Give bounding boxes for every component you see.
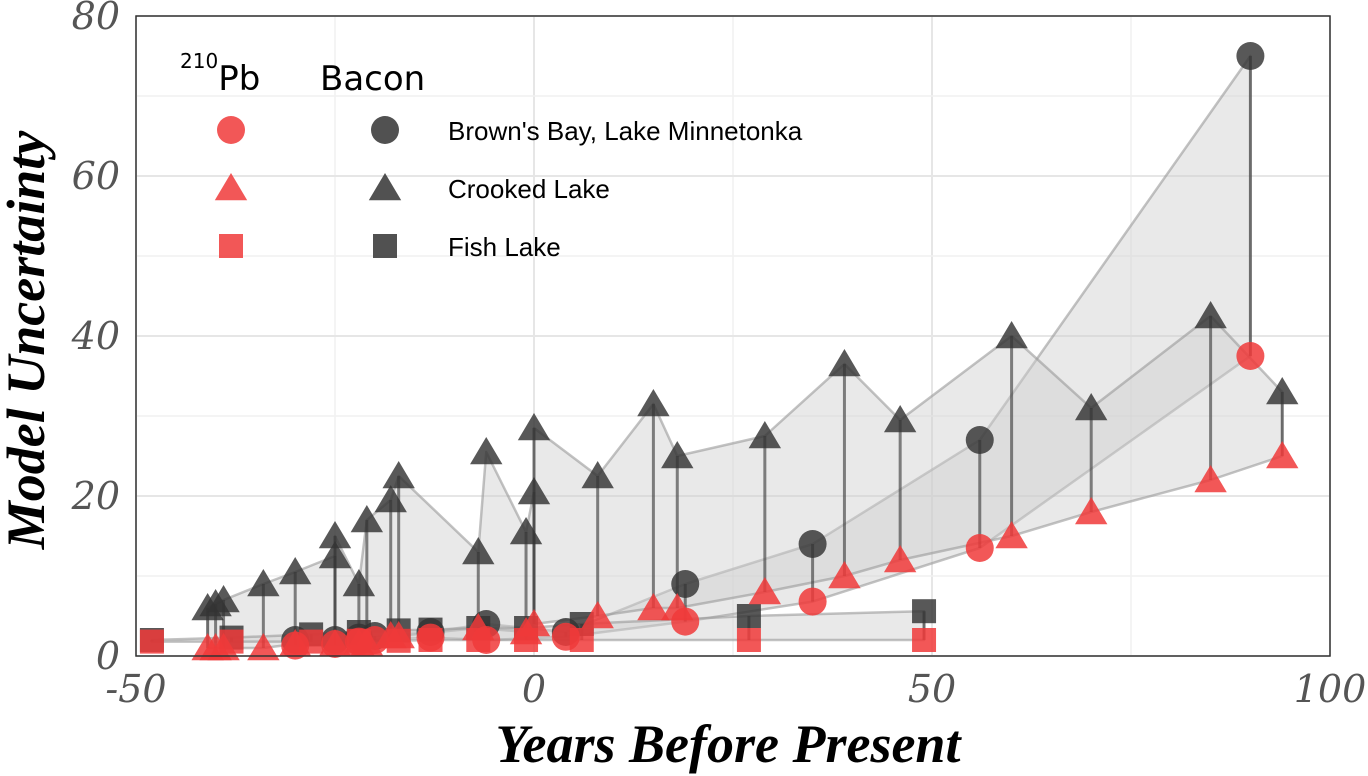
bacon-triangle-point <box>828 349 861 377</box>
legend-label-crooked-lake: Crooked Lake <box>448 174 610 204</box>
pb210-triangle-point <box>995 521 1028 549</box>
bacon-triangle-point <box>350 505 384 533</box>
pb210-triangle-point <box>637 593 670 621</box>
y-tick-label: 20 <box>71 474 120 518</box>
pb210-circle-point <box>798 587 827 616</box>
bacon-triangle-point <box>342 569 376 597</box>
bacon-triangle-point <box>1266 377 1299 405</box>
bacon-triangle-point <box>748 421 782 449</box>
y-tick-label: 40 <box>71 314 120 358</box>
bacon-circle-point <box>798 530 827 558</box>
x-tick-label: 0 <box>522 667 546 711</box>
bacon-triangle-point <box>382 461 415 489</box>
pb210-triangle-point <box>883 545 917 573</box>
legend: 210Pb Bacon Brown's Bay, Lake Minnetonka… <box>180 49 803 262</box>
bacon-triangle-point <box>637 389 670 417</box>
legend-key-pb210-circle <box>217 116 245 144</box>
bacon-triangle-point <box>517 413 551 441</box>
y-axis-title: Model Uncertainty <box>0 130 56 551</box>
data-points <box>139 42 1299 661</box>
plot-panel-border <box>135 15 1331 657</box>
legend-key-pb210-triangle <box>214 173 248 201</box>
y-tick-label: 60 <box>72 154 120 198</box>
legend-header-superscript: 210 <box>180 49 218 73</box>
bacon-circle-point <box>1236 42 1265 70</box>
bacon-triangle-point <box>318 521 352 549</box>
pb210-circle-point <box>965 534 994 562</box>
legend-label-fish-lake: Fish Lake <box>448 232 561 262</box>
bacon-triangle-point <box>247 569 280 597</box>
pb210-square-point <box>912 628 937 652</box>
bacon-triangle-point <box>995 321 1028 349</box>
x-tick-label: -50 <box>105 667 166 711</box>
pb210-circle-point <box>1236 342 1265 370</box>
pb210-triangle-point <box>1194 465 1227 493</box>
pb210-triangle-point <box>1266 441 1299 469</box>
legend-keys <box>214 116 402 258</box>
pb210-triangle-point <box>318 629 352 657</box>
bacon-square-point <box>912 599 937 624</box>
bacon-square-point <box>736 604 761 628</box>
bacon-triangle-point <box>1194 301 1227 329</box>
bacon-triangle-point <box>470 437 503 465</box>
x-tick-label: 50 <box>908 667 956 711</box>
bacon-triangle-point <box>661 441 694 469</box>
pb210-square-point <box>346 628 371 653</box>
pb210-square-point <box>299 629 324 654</box>
y-axis-ticks: 0 20 40 60 80 <box>71 0 120 678</box>
bacon-triangle-point <box>462 537 495 565</box>
bacon-triangle-point <box>509 517 543 545</box>
bacon-triangle-point <box>517 477 551 505</box>
y-tick-label: 0 <box>96 634 120 678</box>
pb210-square-point <box>736 628 761 652</box>
pb210-square-point <box>219 629 244 654</box>
bacon-triangle-point <box>374 485 407 513</box>
bacon-triangle-point <box>279 557 312 585</box>
pb210-square-point <box>139 629 164 654</box>
legend-header-pb210: 210Pb <box>180 49 260 99</box>
pb210-triangle-point <box>661 593 694 621</box>
pb210-triangle-point <box>828 561 861 589</box>
x-axis-title: Years Before Present <box>496 714 963 774</box>
pb210-square-point <box>514 628 539 652</box>
legend-header-bacon: Bacon <box>320 59 425 99</box>
legend-key-bacon-circle <box>371 116 399 144</box>
legend-key-bacon-square <box>373 234 397 258</box>
pb210-triangle-point <box>581 601 614 629</box>
legend-key-pb210-square <box>219 234 243 258</box>
pb210-square-point <box>569 628 594 652</box>
legend-header-pb: Pb <box>218 59 260 99</box>
pb210-square-point <box>386 628 411 653</box>
bacon-circle-point <box>965 426 994 454</box>
bacon-triangle-point <box>318 541 352 569</box>
pb210-triangle-point <box>1075 497 1108 525</box>
pb210-square-point <box>418 628 443 652</box>
y-tick-label: 80 <box>72 0 120 38</box>
legend-key-bacon-triangle <box>368 173 402 201</box>
pb210-triangle-point <box>748 577 782 605</box>
pb210-triangle-point <box>247 633 280 661</box>
bacon-triangle-point <box>207 585 240 613</box>
legend-label-browns-bay: Brown's Bay, Lake Minnetonka <box>448 116 803 146</box>
bacon-triangle-point <box>581 461 614 489</box>
bacon-circle-point <box>671 570 700 598</box>
bacon-triangle-point <box>1075 393 1108 421</box>
x-tick-label: 100 <box>1294 667 1367 711</box>
pb210-square-point <box>466 628 491 652</box>
bacon-triangle-point <box>883 405 917 433</box>
x-axis-ticks: -50 0 50 100 <box>105 667 1366 711</box>
